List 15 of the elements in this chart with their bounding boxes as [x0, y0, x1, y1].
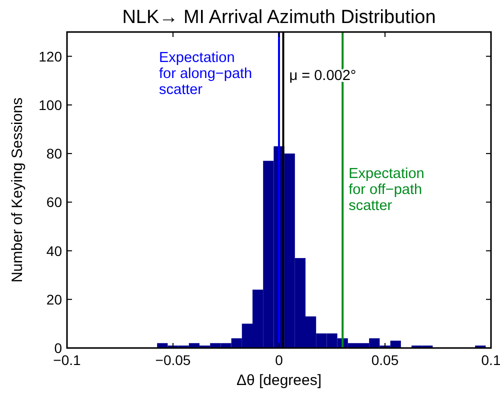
- x-tick-label: 0.05: [371, 352, 399, 368]
- y-tick-label: 120: [38, 48, 62, 64]
- x-tick-label: 0.1: [481, 352, 500, 368]
- ref-line-label: Expectation for off−path scatter: [348, 166, 424, 214]
- y-tick-label: 60: [46, 194, 62, 210]
- x-tick-label: 0: [275, 352, 284, 368]
- y-tick-label: 80: [46, 146, 62, 162]
- x-axis-title: Δθ [degrees]: [236, 372, 322, 389]
- y-tick-label: 20: [46, 291, 62, 308]
- x-tick-label: −0.05: [155, 352, 191, 368]
- y-tick-label: 40: [46, 242, 62, 259]
- ref-line-label: Expectation for along−path scatter: [159, 50, 252, 98]
- chart-title: NLK→ MI Arrival Azimuth Distribution: [122, 7, 436, 28]
- y-axis-title: Number of Keying Sessions: [9, 97, 26, 283]
- y-tick-label: 100: [38, 96, 62, 113]
